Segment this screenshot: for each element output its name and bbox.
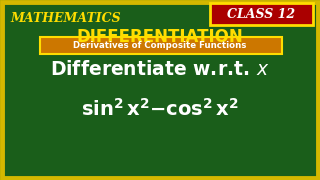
Text: MATHEMATICS: MATHEMATICS	[10, 12, 121, 25]
Text: $\mathbf{sin}^{\mathbf{2}}\,\mathit{\mathbf{x}}^{\mathbf{2}} \boldsymbol{-} \mat: $\mathbf{sin}^{\mathbf{2}}\,\mathit{\mat…	[81, 98, 239, 120]
Text: Differentiate w.r.t. $\mathit{x}$: Differentiate w.r.t. $\mathit{x}$	[50, 60, 270, 79]
FancyBboxPatch shape	[210, 3, 313, 25]
Text: Derivatives of Composite Functions: Derivatives of Composite Functions	[73, 41, 247, 50]
Text: CLASS 12: CLASS 12	[227, 8, 295, 21]
FancyBboxPatch shape	[40, 37, 282, 54]
Text: DIFFERENTIATION: DIFFERENTIATION	[76, 28, 244, 46]
